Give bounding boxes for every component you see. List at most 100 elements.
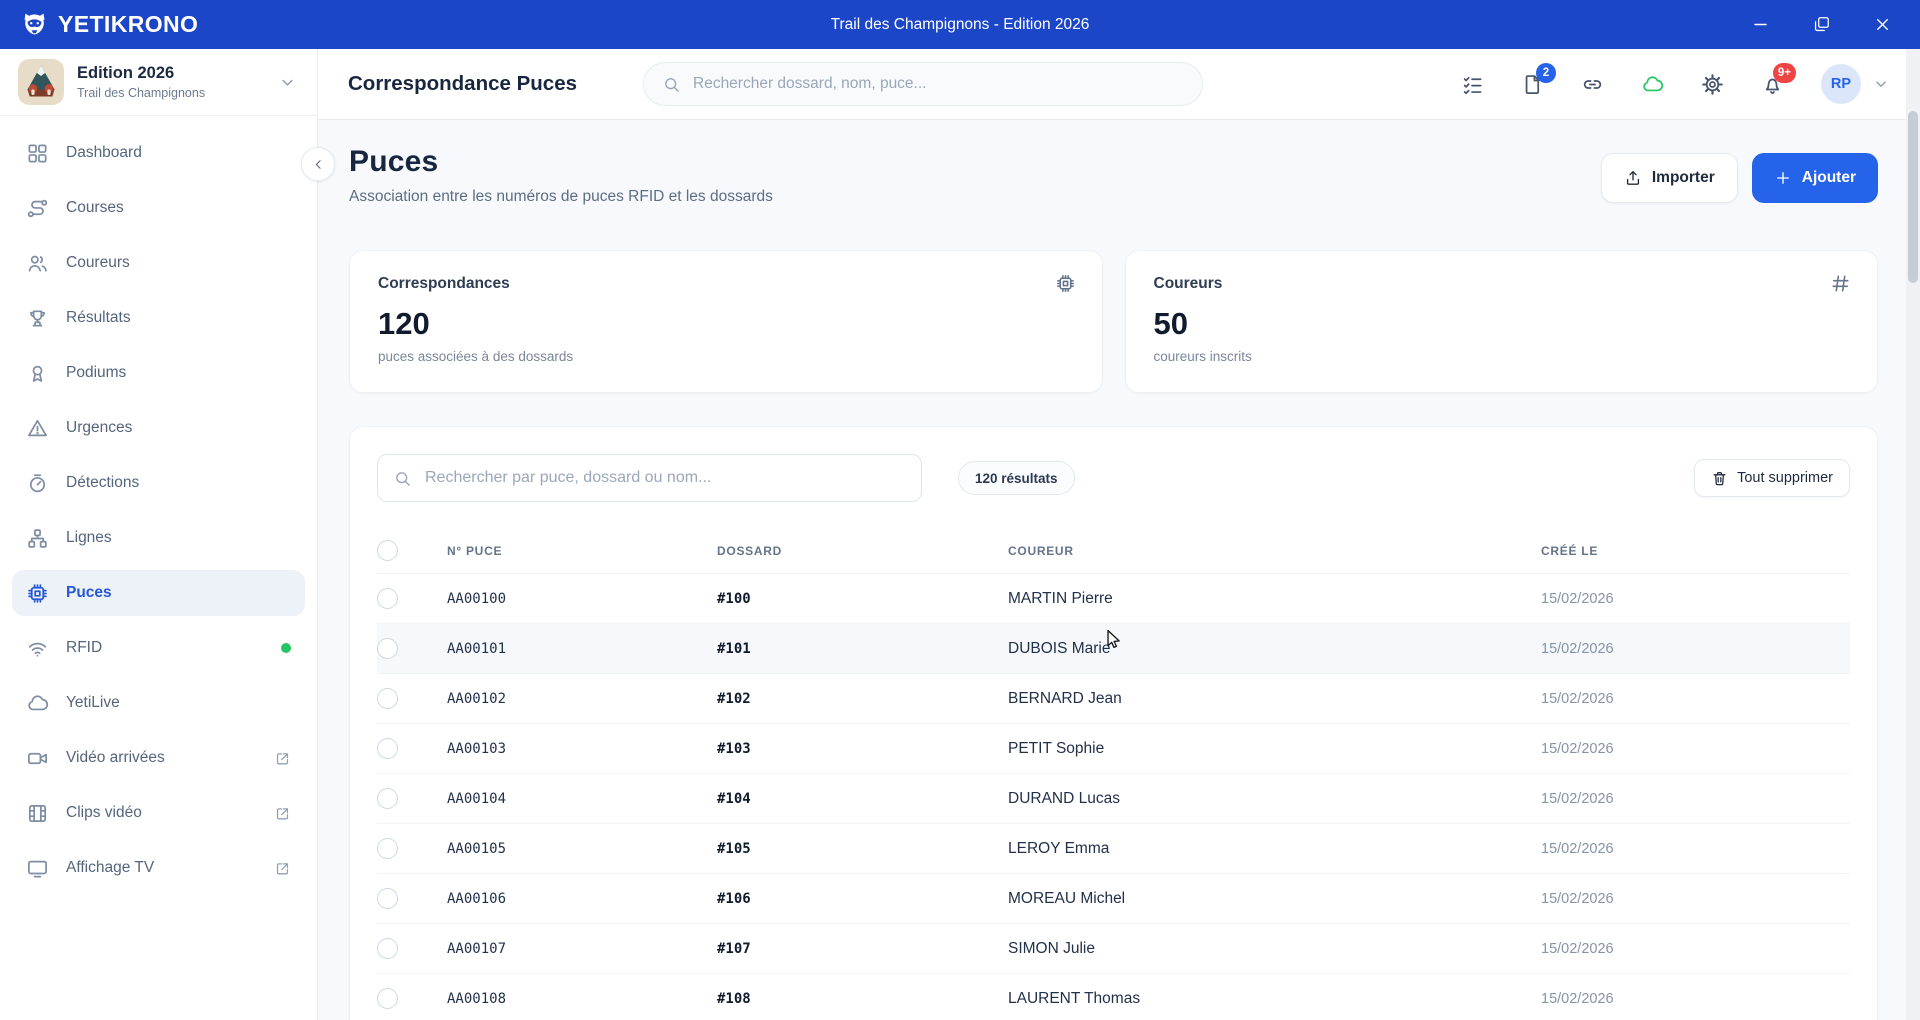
documents-icon[interactable]: 2 [1521, 62, 1556, 96]
restore-icon[interactable] [1812, 15, 1831, 34]
search-icon [393, 469, 412, 488]
sidebar-item-label: Urgences [66, 419, 133, 436]
cell-dossard: #100 [717, 590, 751, 607]
import-button[interactable]: Importer [1600, 153, 1738, 203]
notifications-badge: 9+ [1772, 62, 1796, 83]
sidebar-item-podiums[interactable]: Podiums [12, 350, 305, 396]
sidebar-item-detections[interactable]: Détections [12, 460, 305, 506]
sidebar-item-rfid[interactable]: RFID [12, 625, 305, 671]
window-controls [1751, 15, 1920, 34]
table-row[interactable]: AA00102 #102 BERNARD Jean 15/02/2026 [377, 674, 1850, 724]
sidebar-item-resultats[interactable]: Résultats [12, 295, 305, 341]
sidebar-item-coureurs[interactable]: Coureurs [12, 240, 305, 286]
cell-date: 15/02/2026 [1541, 690, 1614, 707]
table-row[interactable]: AA00108 #108 LAURENT Thomas 15/02/2026 [377, 974, 1850, 1020]
sidebar-item-label: Dashboard [66, 144, 142, 161]
documents-badge: 2 [1536, 62, 1556, 83]
dashboard-icon [26, 142, 49, 165]
external-link-icon [274, 750, 291, 767]
sidebar-item-clips-video[interactable]: Clips vidéo [12, 790, 305, 836]
header-actions: 2 9+ RP [1461, 62, 1890, 104]
edition-switcher[interactable]: Edition 2026 Trail des Champignons [0, 49, 317, 116]
avatar: RP [1821, 64, 1861, 104]
chip-icon [1055, 273, 1076, 294]
stat-card: Correspondances 120 puces associées à de… [349, 250, 1103, 393]
sidebar-nav: Dashboard Courses Coureurs [0, 116, 317, 905]
table-row[interactable]: AA00100 #100 MARTIN Pierre 15/02/2026 [377, 574, 1850, 624]
table-row[interactable]: AA00104 #104 DURAND Lucas 15/02/2026 [377, 774, 1850, 824]
sidebar-item-label: Puces [66, 584, 112, 601]
row-checkbox[interactable] [377, 788, 398, 809]
status-dot [281, 643, 291, 653]
sidebar-item-dashboard[interactable]: Dashboard [12, 130, 305, 176]
table-search-input[interactable] [425, 469, 906, 487]
trophy-icon [26, 307, 49, 330]
timer-icon [26, 472, 49, 495]
stat-value: 120 [378, 306, 430, 341]
cell-coureur: MOREAU Michel [1008, 889, 1126, 907]
upload-icon [1624, 169, 1642, 187]
alert-icon [26, 417, 49, 440]
sidebar-item-yetilive[interactable]: YetiLive [12, 680, 305, 726]
row-checkbox[interactable] [377, 888, 398, 909]
cell-date: 15/02/2026 [1541, 940, 1614, 957]
scrollbar-thumb[interactable] [1908, 111, 1918, 283]
row-checkbox[interactable] [377, 638, 398, 659]
delete-all-button[interactable]: Tout supprimer [1694, 459, 1850, 497]
file-icon [1521, 73, 1544, 96]
row-checkbox[interactable] [377, 688, 398, 709]
checklist-icon[interactable] [1461, 73, 1484, 96]
select-all-checkbox[interactable] [377, 540, 398, 561]
sidebar: Edition 2026 Trail des Champignons Dashb… [0, 49, 318, 1020]
table-row[interactable]: AA00107 #107 SIMON Julie 15/02/2026 [377, 924, 1850, 974]
column-header-puce: N° PUCE [447, 543, 503, 558]
sidebar-item-affichage-tv[interactable]: Affichage TV [12, 845, 305, 891]
stat-caption: puces associées à des dossards [378, 349, 574, 364]
sidebar-item-puces[interactable]: Puces [12, 570, 305, 616]
table-row[interactable]: AA00105 #105 LEROY Emma 15/02/2026 [377, 824, 1850, 874]
row-checkbox[interactable] [377, 738, 398, 759]
app-name: YETIKRONO [58, 11, 199, 37]
sidebar-item-urgences[interactable]: Urgences [12, 405, 305, 451]
table-row[interactable]: AA00106 #106 MOREAU Michel 15/02/2026 [377, 874, 1850, 924]
window-title: Trail des Champignons - Edition 2026 [830, 15, 1090, 33]
cloud-sync-icon[interactable] [1641, 73, 1664, 96]
film-icon [26, 802, 49, 825]
cell-coureur: BERNARD Jean [1008, 689, 1122, 707]
page-subtitle: Association entre les numéros de puces R… [349, 188, 773, 205]
cell-coureur: PETIT Sophie [1008, 739, 1105, 757]
column-header-coureur: COUREUR [1008, 543, 1074, 558]
delete-all-label: Tout supprimer [1737, 470, 1833, 486]
results-count-badge: 120 résultats [958, 461, 1075, 495]
sidebar-collapse-button[interactable] [301, 147, 335, 181]
bell-icon [1761, 73, 1784, 96]
scrollbar-track[interactable] [1906, 49, 1920, 1020]
cell-coureur: SIMON Julie [1008, 939, 1095, 957]
page-title: Puces [349, 145, 439, 178]
users-icon [26, 252, 49, 275]
table-row[interactable]: AA00101 #101 DUBOIS Marie 15/02/2026 [377, 624, 1850, 674]
settings-gear-icon[interactable] [1701, 73, 1724, 96]
table-row[interactable]: AA00103 #103 PETIT Sophie 15/02/2026 [377, 724, 1850, 774]
cell-puce: AA00106 [447, 890, 507, 907]
minimize-icon[interactable] [1751, 15, 1770, 34]
user-menu[interactable]: RP [1821, 64, 1890, 104]
row-checkbox[interactable] [377, 938, 398, 959]
sidebar-item-lignes[interactable]: Lignes [12, 515, 305, 561]
page-header-title: Correspondance Puces [348, 72, 577, 95]
close-icon[interactable] [1873, 15, 1892, 34]
plus-icon [1774, 169, 1792, 187]
row-checkbox[interactable] [377, 838, 398, 859]
wifi-icon [26, 637, 49, 660]
row-checkbox[interactable] [377, 588, 398, 609]
network-icon [26, 527, 49, 550]
sidebar-item-video-arrivees[interactable]: Vidéo arrivées [12, 735, 305, 781]
sidebar-item-courses[interactable]: Courses [12, 185, 305, 231]
stat-title: Coureurs [1153, 275, 1223, 292]
link-icon[interactable] [1581, 73, 1604, 96]
global-search-input[interactable] [693, 75, 1184, 93]
add-button[interactable]: Ajouter [1751, 153, 1878, 203]
cell-dossard: #101 [717, 640, 751, 657]
row-checkbox[interactable] [377, 988, 398, 1009]
notifications-bell[interactable]: 9+ [1761, 62, 1796, 96]
